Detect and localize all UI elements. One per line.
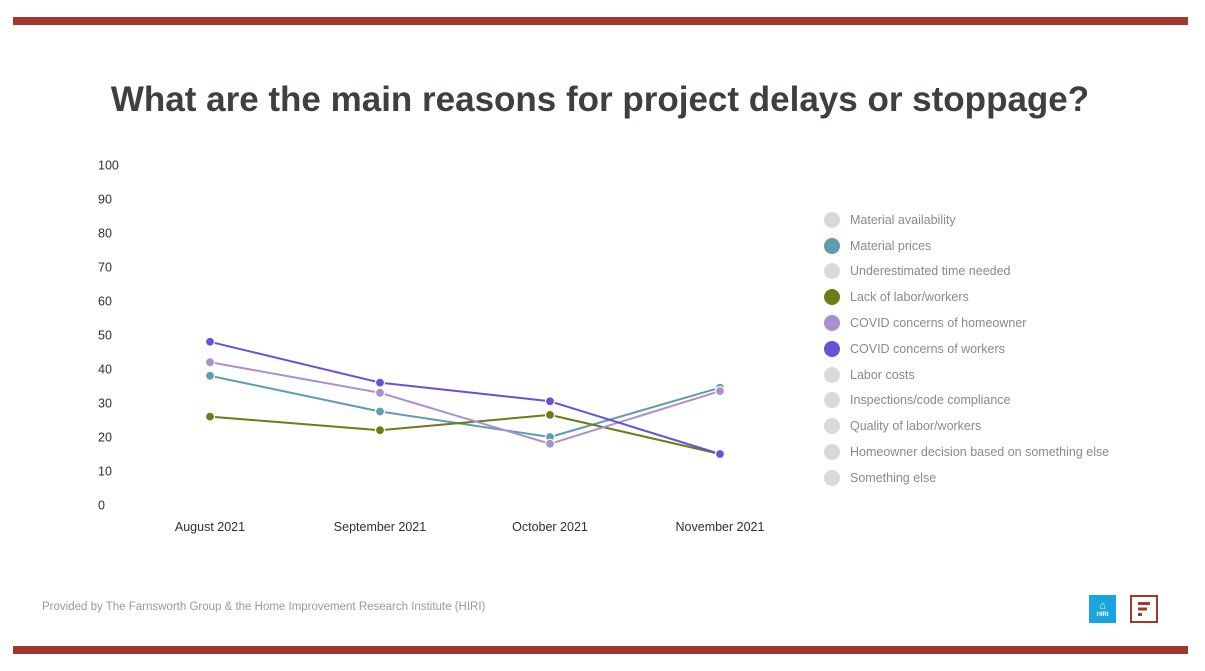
x-tick-label: August 2021 xyxy=(175,520,245,534)
chart-legend: Material availability Material prices Unde… xyxy=(824,207,1109,491)
legend-marker xyxy=(824,469,840,486)
bottom-frame-bar xyxy=(13,646,1188,654)
hiri-logo-text: HIRI xyxy=(1096,611,1109,618)
legend-marker xyxy=(824,366,840,383)
data-point xyxy=(204,357,216,368)
x-tick-label: September 2021 xyxy=(334,520,426,534)
legend-item[interactable]: Something else xyxy=(824,465,1109,491)
legend-label: Inspections/code compliance xyxy=(850,393,1011,408)
footer-credit: Provided by The Farnsworth Group & the H… xyxy=(42,601,486,613)
legend-label: Material prices xyxy=(850,238,932,253)
hiri-logo: ⌂ HIRI xyxy=(1089,595,1116,623)
legend-label: COVID concerns of homeowner xyxy=(850,316,1027,331)
legend-label: COVID concerns of workers xyxy=(850,341,1005,356)
y-tick-label: 20 xyxy=(98,431,112,445)
data-point xyxy=(374,406,386,417)
line-chart: 0 10 20 30 40 50 60 70 80 90 100 August 2021 Septemb… xyxy=(98,159,765,535)
house-icon: ⌂ xyxy=(1099,599,1106,612)
series-line xyxy=(209,340,721,455)
data-point xyxy=(544,438,556,449)
legend-marker xyxy=(824,315,840,332)
legend-item[interactable]: Labor costs xyxy=(824,362,1109,388)
legend-marker xyxy=(824,444,840,461)
legend-item[interactable]: Quality of labor/workers xyxy=(824,413,1109,439)
data-point xyxy=(204,370,216,381)
legend-marker xyxy=(824,392,840,409)
data-point xyxy=(714,386,726,397)
legend-item[interactable]: COVID concerns of workers xyxy=(824,336,1109,362)
series-line xyxy=(209,374,721,438)
legend-label: Material availability xyxy=(850,212,956,227)
legend-item[interactable]: Homeowner decision based on something el… xyxy=(824,439,1109,465)
top-frame-bar xyxy=(13,17,1188,25)
legend-marker xyxy=(824,263,840,280)
legend-marker xyxy=(824,340,840,357)
legend-marker xyxy=(824,418,840,435)
series-line xyxy=(209,413,721,455)
data-point xyxy=(544,409,556,420)
data-point xyxy=(374,387,386,398)
legend-item[interactable]: COVID concerns of homeowner xyxy=(824,310,1109,336)
legend-item[interactable]: Material prices xyxy=(824,233,1109,259)
y-tick-label: 30 xyxy=(98,397,112,411)
y-tick-label: 50 xyxy=(98,329,112,343)
data-point xyxy=(374,377,386,388)
legend-marker xyxy=(824,237,840,254)
farnsworth-f-icon xyxy=(1138,602,1150,616)
legend-marker xyxy=(824,211,840,228)
farnsworth-logo xyxy=(1130,595,1158,623)
legend-label: Labor costs xyxy=(850,367,915,382)
legend-label: Underestimated time needed xyxy=(850,264,1011,279)
data-point xyxy=(374,425,386,436)
legend-label: Homeowner decision based on something el… xyxy=(850,445,1110,460)
data-point xyxy=(714,448,726,460)
y-tick-label: 60 xyxy=(98,295,112,309)
chart-title: What are the main reasons for project de… xyxy=(110,80,1090,119)
legend-marker xyxy=(824,289,840,306)
y-tick-label: 0 xyxy=(98,499,105,513)
legend-label: Something else xyxy=(850,470,937,485)
x-tick-label: November 2021 xyxy=(676,520,765,534)
legend-item[interactable]: Material availability xyxy=(824,207,1109,233)
y-tick-label: 80 xyxy=(98,227,112,241)
legend-label: Lack of labor/workers xyxy=(850,290,969,305)
legend-item[interactable]: Underestimated time needed xyxy=(824,259,1109,285)
data-point xyxy=(544,396,556,407)
y-tick-label: 70 xyxy=(98,261,112,275)
x-tick-label: October 2021 xyxy=(512,520,588,534)
series-line xyxy=(209,361,721,445)
legend-item[interactable]: Lack of labor/workers xyxy=(824,284,1109,310)
y-tick-label: 90 xyxy=(98,193,112,207)
y-tick-label: 100 xyxy=(98,159,119,173)
y-tick-label: 10 xyxy=(98,465,112,479)
legend-item[interactable]: Inspections/code compliance xyxy=(824,388,1109,414)
data-point xyxy=(204,411,216,422)
y-tick-label: 40 xyxy=(98,363,112,377)
data-point xyxy=(204,336,216,347)
legend-label: Quality of labor/workers xyxy=(850,419,982,434)
